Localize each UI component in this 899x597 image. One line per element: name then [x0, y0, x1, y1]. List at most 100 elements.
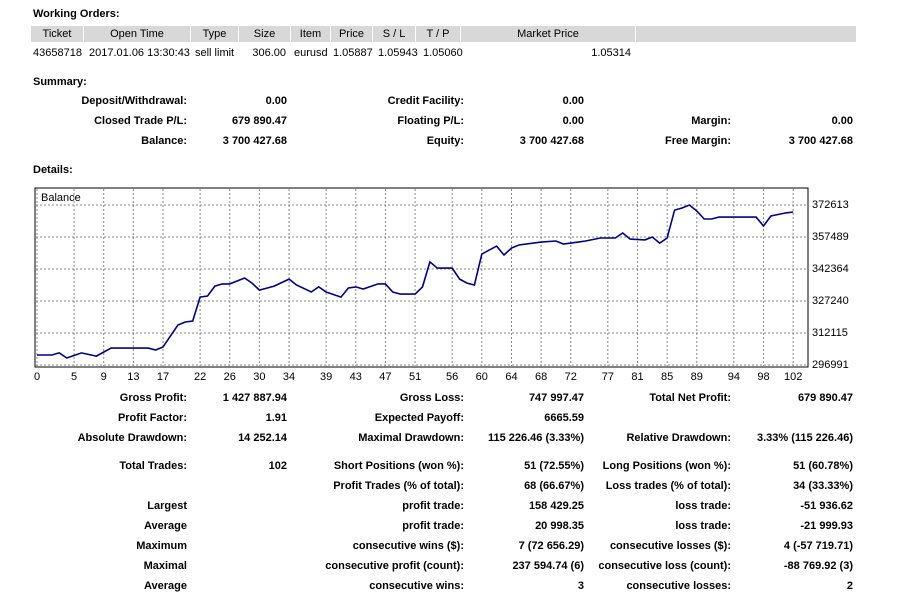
x-tick-label: 9 — [101, 371, 107, 383]
stat-value: 237 594.74 (6) — [512, 560, 584, 572]
plot-frame — [34, 187, 809, 368]
stat-label: Free Margin: — [664, 135, 731, 147]
x-tick-label: 89 — [691, 371, 703, 383]
x-tick-label: 22 — [194, 371, 206, 383]
stat-label: Maximum — [136, 540, 187, 552]
stat-value: 6665.59 — [544, 412, 584, 424]
order-cell: 2017.01.06 13:30:43 — [89, 47, 190, 59]
stat-label: Floating P/L: — [397, 115, 464, 127]
stat-value: 3 700 427.68 — [222, 135, 287, 147]
stat-label: Credit Facility: — [387, 95, 464, 107]
order-cell: 43658718 — [33, 47, 82, 59]
stat-label: Deposit/Withdrawal: — [81, 95, 187, 107]
x-tick-label: 85 — [661, 371, 673, 383]
stat-label: profit trade: — [402, 500, 464, 512]
stat-label: Maximal Drawdown: — [358, 432, 464, 444]
stat-label: consecutive wins ($): — [352, 540, 464, 552]
section-title: Details: — [33, 164, 73, 176]
stat-value: 1.91 — [265, 412, 287, 424]
stat-value: 68 (66.67%) — [524, 480, 584, 492]
order-cell: 1.05887 — [333, 47, 373, 59]
x-tick-label: 94 — [728, 371, 740, 383]
stat-label: Total Trades: — [119, 460, 187, 472]
stat-value: 34 (33.33%) — [793, 480, 853, 492]
stat-label: consecutive losses: — [626, 580, 731, 592]
stat-value: 20 998.35 — [535, 520, 584, 532]
stat-label: Average — [143, 580, 187, 592]
stat-value: 0.00 — [831, 115, 853, 127]
order-cell: 306.00 — [252, 47, 286, 59]
stat-label: Gross Loss: — [399, 392, 464, 404]
header-cell: T / P — [415, 26, 460, 42]
section-title: Summary: — [33, 76, 87, 88]
stat-label: consecutive losses ($): — [609, 540, 731, 552]
stat-value: 3.33% (115 226.46) — [756, 432, 853, 444]
stat-value: 4 (-57 719.71) — [783, 540, 853, 552]
x-tick-label: 34 — [283, 371, 295, 383]
x-tick-label: 13 — [127, 371, 139, 383]
order-cell: sell limit — [195, 47, 235, 59]
stat-value: 747 997.47 — [528, 392, 584, 404]
order-cell: 1.05060 — [423, 47, 463, 59]
stat-value: 102 — [268, 460, 287, 472]
stat-value: 14 252.14 — [238, 432, 287, 444]
stat-value: 158 429.25 — [528, 500, 584, 512]
y-tick-label: 357489 — [812, 231, 849, 243]
stat-label: Largest — [147, 500, 187, 512]
stat-value: 3 — [577, 580, 584, 592]
x-tick-label: 51 — [409, 371, 421, 383]
stat-label: consecutive profit (count): — [325, 560, 464, 572]
x-tick-label: 43 — [350, 371, 362, 383]
balance-line — [37, 204, 794, 359]
series-label: Balance — [41, 192, 81, 204]
stat-value: 7 (72 656.29) — [518, 540, 584, 552]
stat-label: Average — [143, 520, 187, 532]
x-tick-label: 17 — [157, 371, 169, 383]
header-cell: Type — [190, 26, 238, 42]
stat-label: Long Positions (won %): — [602, 460, 731, 472]
x-tick-label: 0 — [34, 371, 40, 383]
section-title: Working Orders: — [33, 8, 120, 20]
stat-value: 51 (60.78%) — [793, 460, 853, 472]
stat-label: consecutive wins: — [369, 580, 464, 592]
x-tick-label: 26 — [224, 371, 236, 383]
header-cell: Market Price — [460, 26, 635, 42]
stat-label: Expected Payoff: — [374, 412, 464, 424]
stat-value: 0.00 — [562, 115, 584, 127]
stat-label: Equity: — [426, 135, 464, 147]
stat-value: -51 936.62 — [800, 500, 853, 512]
stat-label: profit trade: — [402, 520, 464, 532]
stat-label: Relative Drawdown: — [626, 432, 731, 444]
x-tick-label: 39 — [320, 371, 332, 383]
y-tick-label: 342364 — [812, 263, 849, 275]
header-cell: Ticket — [30, 26, 83, 42]
stat-label: loss trade: — [675, 520, 731, 532]
x-tick-label: 98 — [757, 371, 769, 383]
y-tick-label: 312115 — [812, 327, 848, 339]
stat-label: Maximal — [143, 560, 187, 572]
stat-label: Closed Trade P/L: — [94, 115, 187, 127]
y-tick-label: 296991 — [812, 359, 849, 371]
order-cell: eurusd — [294, 47, 328, 59]
order-cell: 1.05314 — [591, 47, 631, 59]
x-tick-label: 81 — [631, 371, 643, 383]
x-tick-label: 68 — [535, 371, 547, 383]
order-cell: 1.05943 — [378, 47, 418, 59]
stat-label: Short Positions (won %): — [333, 460, 464, 472]
header-cell: S / L — [372, 26, 415, 42]
y-tick-label: 372613 — [812, 199, 849, 211]
x-tick-label: 5 — [71, 371, 77, 383]
stat-label: Profit Trades (% of total): — [333, 480, 464, 492]
x-tick-label: 30 — [253, 371, 265, 383]
x-tick-label: 102 — [784, 371, 802, 383]
header-cell: Item — [290, 26, 330, 42]
stat-value: 1 427 887.94 — [222, 392, 287, 404]
header-cell: Size — [238, 26, 290, 42]
x-tick-label: 47 — [379, 371, 391, 383]
stat-label: Absolute Drawdown: — [77, 432, 187, 444]
stat-label: Margin: — [691, 115, 731, 127]
y-tick-label: 327240 — [812, 295, 849, 307]
x-tick-label: 60 — [476, 371, 488, 383]
